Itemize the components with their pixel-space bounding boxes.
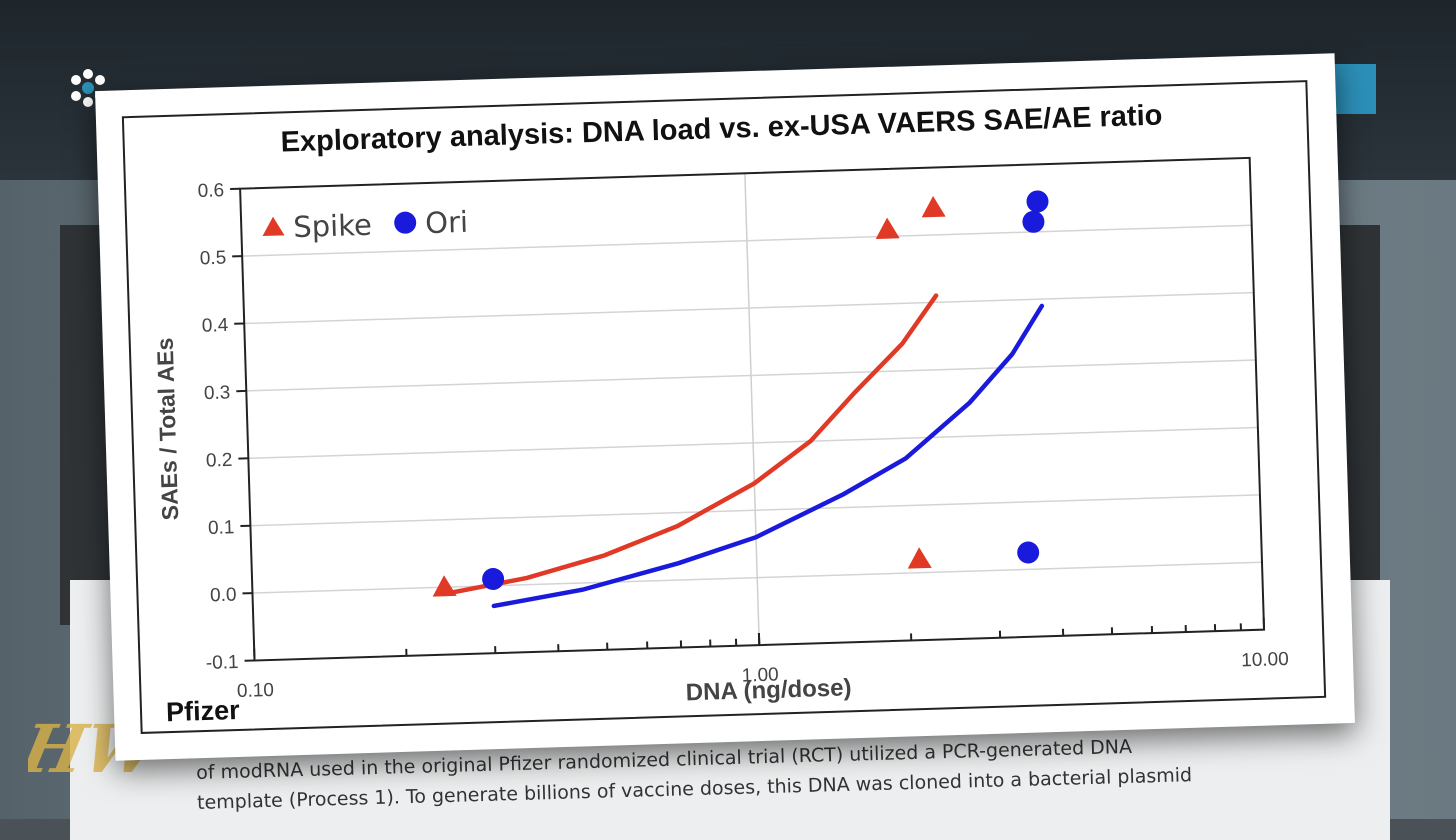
y-tick-label: 0.1: [208, 517, 235, 539]
grid-lines: [240, 158, 1264, 661]
trend-line-ori: [485, 306, 1050, 606]
x-axis-label: DNA (ng/dose): [685, 674, 852, 706]
x-tick-label: 10.00: [1241, 649, 1289, 671]
point-spike: [921, 196, 946, 218]
point-ori: [1026, 190, 1049, 213]
legend: Spike Ori: [262, 205, 469, 245]
y-tick-label: -0.1: [206, 652, 239, 674]
y-tick-label: 0.4: [202, 315, 229, 337]
point-spike: [875, 217, 900, 239]
y-tick-label: 0.5: [199, 248, 226, 270]
x-tick-label: 0.10: [237, 680, 275, 702]
chart-title: Exploratory analysis: DNA load vs. ex-US…: [280, 100, 1163, 159]
manufacturer-label: Pfizer: [166, 695, 241, 727]
legend-label-spike: Spike: [293, 208, 372, 244]
point-spike: [907, 547, 932, 569]
background-button: [1330, 64, 1376, 114]
x-gridline: [745, 173, 759, 645]
y-tick-label: 0.0: [210, 585, 237, 607]
y-tick-label: 0.3: [204, 382, 231, 404]
y-tick-label: 0.6: [197, 180, 224, 202]
point-ori: [1017, 541, 1040, 564]
point-ori: [1022, 210, 1045, 233]
point-spike: [432, 575, 457, 597]
y-axis-label: SAEs / Total AEs: [152, 337, 184, 520]
y-tick-label: 0.2: [206, 450, 233, 472]
legend-marker-spike: [262, 216, 285, 236]
data-points: [421, 190, 1060, 596]
legend-marker-ori: [394, 211, 417, 234]
legend-label-ori: Ori: [425, 205, 469, 240]
